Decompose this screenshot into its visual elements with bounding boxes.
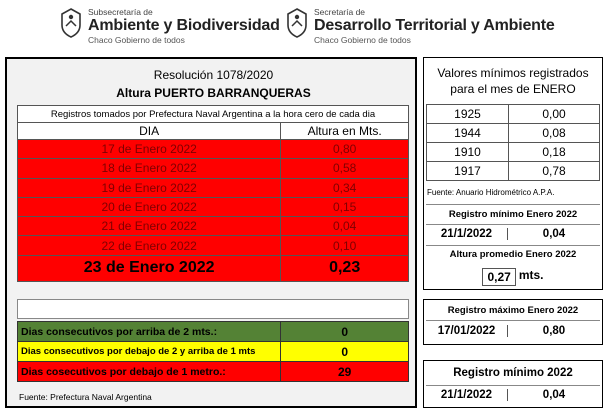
divider <box>426 320 600 321</box>
valor-value: 0,08 <box>508 123 600 143</box>
row-dia: 18 de Enero 2022 <box>16 158 282 179</box>
registro-minimo-2022-value: 0,04 <box>542 389 566 401</box>
logo-right-tag: Chaco Gobierno de todos <box>314 34 411 45</box>
stat-value: 0 <box>280 321 409 342</box>
logo-right-small: Secretaría de <box>314 7 366 17</box>
row-dia: 17 de Enero 2022 <box>16 138 282 160</box>
table-row: 19 de Enero 2022 0,34 <box>16 177 409 198</box>
logo-left-tag: Chaco Gobierno de todos <box>88 34 185 45</box>
valor-year: 1910 <box>426 142 509 162</box>
current-day-row: 23 de Enero 2022 0,23 <box>16 254 409 282</box>
altura-title: Altura PUERTO BARRANQUERAS <box>116 86 311 100</box>
registro-maximo-date: 17/01/2022 <box>426 325 508 337</box>
valor-year: 1925 <box>426 104 509 124</box>
logo-desarrollo-territorial: Secretaría de Desarrollo Territorial y A… <box>286 8 555 44</box>
table-row: 20 de Enero 2022 0,15 <box>16 196 409 218</box>
valor-year: 1917 <box>426 161 509 181</box>
row-altura: 0,15 <box>280 196 409 218</box>
table-row: 1925 0,00 <box>426 104 600 124</box>
registro-minimo-2022-date: 21/1/2022 <box>426 389 508 401</box>
registro-maximo-values: 17/01/2022 0,80 <box>426 325 600 337</box>
logo-left-big: Ambiente y Biodiversidad <box>88 16 280 34</box>
valor-value: 0,00 <box>508 104 600 124</box>
registro-minimo-2022-box: Registro mínimo 2022 21/1/2022 0,04 <box>423 360 603 408</box>
col-dia-header: DIA <box>16 122 282 140</box>
stat-label: Dias consecutivos por arriba de 2 mts.: <box>16 321 282 342</box>
registro-minimo-2022-values: 21/1/2022 0,04 <box>426 389 600 401</box>
table-row: 18 de Enero 2022 0,58 <box>16 158 409 179</box>
registro-minimo-2022-label: Registro mínimo 2022 <box>453 367 573 379</box>
altura-promedio-row: 0,27 mts. <box>424 268 602 286</box>
registro-maximo-value: 0,80 <box>542 325 566 337</box>
fuente-prefectura: Fuente: Prefectura Naval Argentina <box>19 392 152 402</box>
resolution-title: Resolución 1078/2020 <box>153 68 274 82</box>
divider <box>426 245 600 246</box>
logo-ambiente-biodiversidad: Subsecretaría de Ambiente y Biodiversida… <box>60 8 280 44</box>
table-row: 17 de Enero 2022 0,80 <box>16 138 409 160</box>
stats-table: Dias consecutivos por arriba de 2 mts.: … <box>16 321 409 382</box>
altura-panel: Resolución 1078/2020 Altura PUERTO BARRA… <box>5 57 417 408</box>
registro-maximo-label: Registro máximo Enero 2022 <box>447 305 579 316</box>
current-dia: 23 de Enero 2022 <box>16 254 282 282</box>
divider <box>426 224 600 225</box>
valores-table: 1925 0,00 1944 0,08 1910 0,18 1917 0,78 <box>426 104 600 181</box>
row-altura: 0,04 <box>280 216 409 237</box>
valores-title: Valores mínimos registrados para el mes … <box>424 65 602 97</box>
stat-value: 29 <box>280 361 409 382</box>
valor-value: 0,78 <box>508 161 600 181</box>
row-dia: 22 de Enero 2022 <box>16 235 282 256</box>
registro-minimo-enero-values: 21/1/2022 0,04 <box>426 228 600 240</box>
fuente-anuario: Fuente: Anuario Hidrométrico A.P.A. <box>427 188 555 197</box>
altura-promedio-unit: mts. <box>518 268 544 282</box>
col-altura-header: Altura en Mts. <box>280 122 409 140</box>
registros-note: Registros tomados por Prefectura Naval A… <box>17 105 409 123</box>
table-row: 1944 0,08 <box>426 123 600 143</box>
altura-promedio-value: 0,27 <box>482 268 516 286</box>
logo-left-small: Subsecretaría de <box>88 7 153 17</box>
row-altura: 0,58 <box>280 158 409 179</box>
row-altura: 0,34 <box>280 177 409 198</box>
valores-minimos-box: Valores mínimos registrados para el mes … <box>423 57 603 290</box>
stat-row-debajo-1: Dias cosecutivos por debajo de 1 metro.:… <box>16 361 409 382</box>
row-altura: 0,10 <box>280 235 409 256</box>
logo-right-big: Desarrollo Territorial y Ambiente <box>314 16 555 34</box>
stat-label: Dias consecutivos por debajo de 2 y arri… <box>16 341 282 362</box>
stat-label: Dias cosecutivos por debajo de 1 metro.: <box>16 361 282 382</box>
table-row: 22 de Enero 2022 0,10 <box>16 235 409 256</box>
valor-year: 1944 <box>426 123 509 143</box>
registro-minimo-enero-date: 21/1/2022 <box>426 228 508 240</box>
valores-title-line-1: Valores mínimos registrados <box>437 66 589 80</box>
row-altura: 0,80 <box>280 138 409 160</box>
divider <box>426 385 600 386</box>
row-dia: 21 de Enero 2022 <box>16 216 282 237</box>
blank-bar <box>17 299 409 319</box>
header: Subsecretaría de Ambiente y Biodiversida… <box>0 0 610 52</box>
stat-row-arriba-2: Dias consecutivos por arriba de 2 mts.: … <box>16 321 409 342</box>
table-row: 1917 0,78 <box>426 161 600 181</box>
table-row: 1910 0,18 <box>426 142 600 162</box>
divider <box>426 204 600 205</box>
row-dia: 20 de Enero 2022 <box>16 196 282 218</box>
table-row: 21 de Enero 2022 0,04 <box>16 216 409 237</box>
current-altura: 0,23 <box>280 254 409 282</box>
chaco-seal-icon <box>287 8 307 38</box>
stat-value: 0 <box>280 341 409 362</box>
registro-minimo-enero-label: Registro mínimo Enero 2022 <box>448 209 578 220</box>
stat-row-entre-2-y-1: Dias consecutivos por debajo de 2 y arri… <box>16 341 409 362</box>
altura-promedio-label: Altura promedio Enero 2022 <box>449 249 577 260</box>
valor-value: 0,18 <box>508 142 600 162</box>
row-dia: 19 de Enero 2022 <box>16 177 282 198</box>
valores-title-line-2: para el mes de ENERO <box>450 82 576 96</box>
registro-maximo-box: Registro máximo Enero 2022 17/01/2022 0,… <box>423 299 603 345</box>
altura-table: Registros tomados por Prefectura Naval A… <box>16 105 409 282</box>
chaco-seal-icon <box>61 8 81 38</box>
registro-minimo-enero-value: 0,04 <box>542 228 566 240</box>
